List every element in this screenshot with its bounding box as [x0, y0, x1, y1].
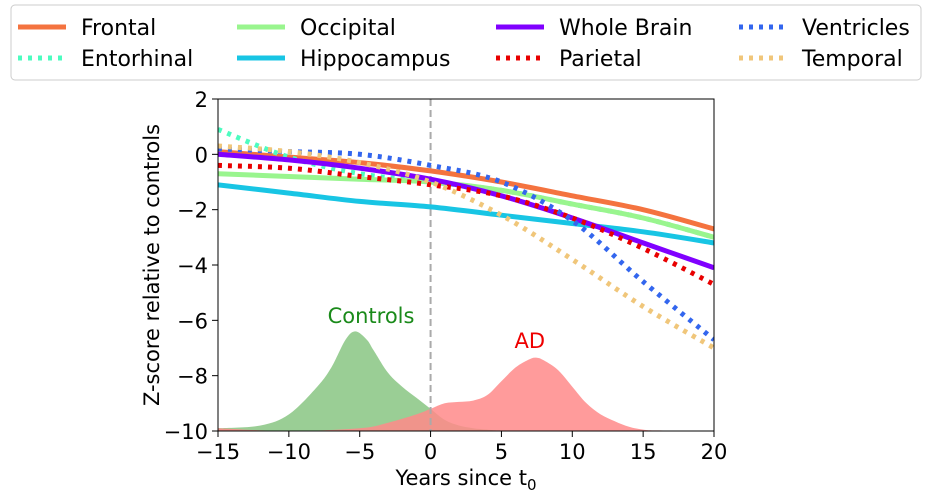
legend-item-hippocampus: Hippocampus: [237, 47, 450, 72]
y-tick-label: −8: [177, 365, 208, 389]
series-lines: [218, 127, 714, 351]
plot-area: Controls AD: [217, 98, 715, 432]
series-line-hippocampus: [218, 182, 714, 246]
legend-label: Frontal: [81, 16, 156, 41]
x-tick-label: 0: [424, 440, 437, 464]
legend-item-whole-brain: Whole Brain: [496, 16, 692, 41]
distribution-ad: [218, 357, 714, 431]
annotations: Controls AD: [328, 304, 545, 353]
legend-item-ventricles: Ventricles: [739, 16, 910, 41]
x-tick-label: 15: [630, 440, 657, 464]
x-tick-label: −10: [267, 440, 311, 464]
legend-box: [10, 4, 922, 81]
legend-item-frontal: Frontal: [18, 16, 156, 41]
series-line-whole-brain: [218, 151, 714, 271]
annotation-ad: AD: [514, 329, 545, 353]
x-tick-label: 5: [495, 440, 508, 464]
x-tick-label: 10: [559, 440, 586, 464]
distributions: [218, 331, 714, 431]
legend-item-parietal: Parietal: [496, 47, 642, 72]
x-tick-label: 20: [701, 440, 728, 464]
y-tick-label: −6: [177, 309, 208, 333]
legend-item-occipital: Occipital: [237, 16, 396, 41]
x-tick-label: −15: [196, 440, 240, 464]
y-tick-label: 0: [195, 143, 208, 167]
y-tick-label: −2: [177, 199, 208, 223]
x-axis-ticks: −15 −10 −5 0 5 10 15 20: [196, 431, 728, 464]
distribution-controls: [218, 331, 502, 431]
y-tick-label: −4: [177, 254, 208, 278]
y-axis-ticks: 2 0 −2 −4 −6 −8 −10: [164, 88, 218, 444]
legend-label: Temporal: [801, 47, 903, 72]
legend-label: Ventricles: [802, 16, 910, 41]
legend-label: Parietal: [559, 47, 642, 72]
legend-item-entorhinal: Entorhinal: [18, 47, 193, 72]
x-tick-label: −5: [344, 440, 375, 464]
y-tick-label: −10: [164, 420, 208, 444]
plot-frame: [217, 98, 715, 432]
annotation-controls: Controls: [328, 304, 415, 328]
series-line-occipital: [218, 171, 714, 240]
legend-label: Occipital: [300, 16, 396, 41]
series-line-temporal: [218, 143, 714, 351]
legend-label: Hippocampus: [300, 47, 450, 72]
legend-label: Entorhinal: [81, 47, 193, 72]
y-tick-label: 2: [195, 88, 208, 112]
x-axis-label: Years since t0: [394, 466, 536, 494]
legend-item-temporal: Temporal: [739, 47, 903, 72]
legend: Frontal Entorhinal Occipital Hippocampus Who…: [10, 4, 922, 81]
legend-label: Whole Brain: [559, 16, 692, 41]
y-axis-label: Z-score relative to controls: [140, 124, 164, 406]
